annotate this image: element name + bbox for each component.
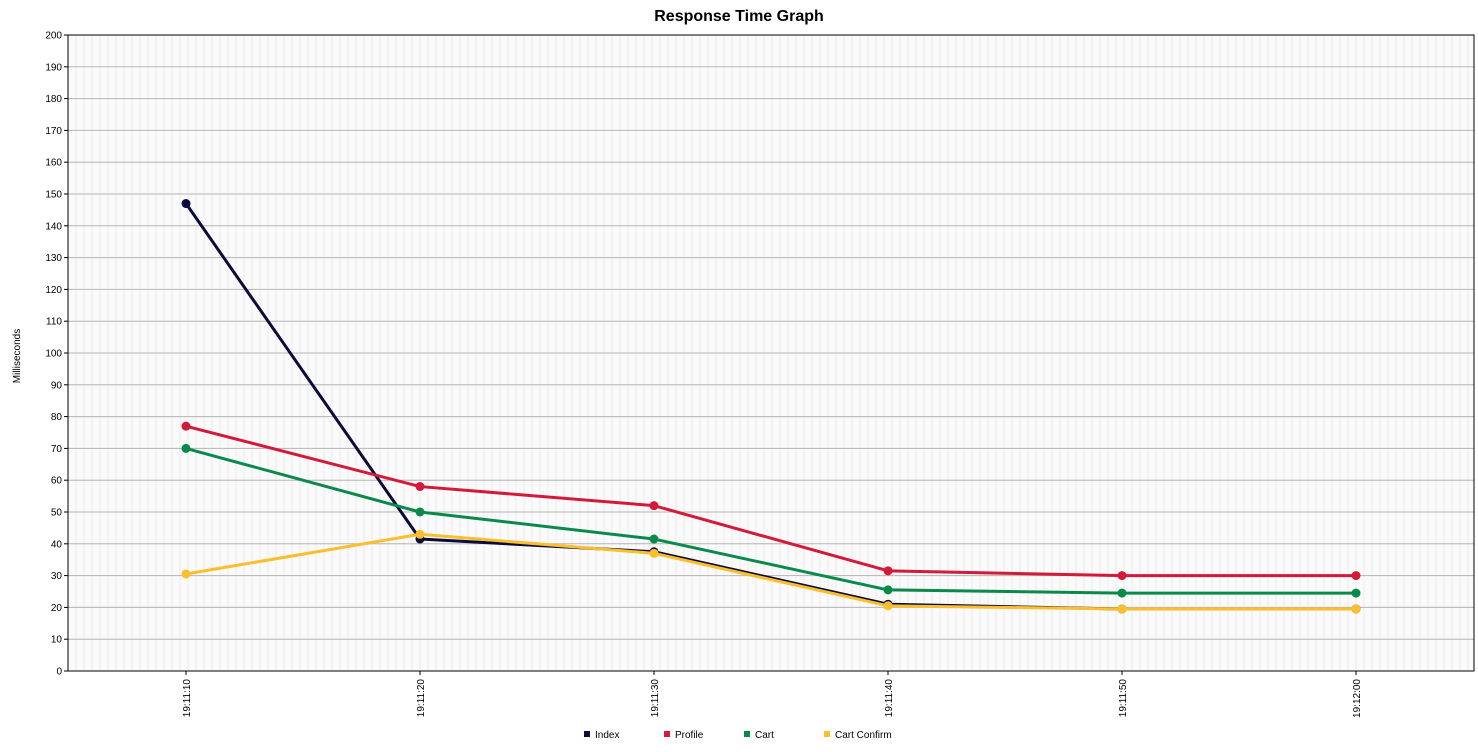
y-tick-label: 100 [45, 349, 62, 360]
legend-label: Index [595, 730, 619, 741]
legend-label: Cart [755, 730, 774, 741]
y-tick-label: 110 [46, 317, 62, 328]
y-tick-label: 90 [51, 380, 63, 391]
data-point [181, 421, 191, 431]
y-tick-label: 200 [45, 31, 62, 42]
legend-swatch [584, 731, 590, 737]
chart-title: Response Time Graph [654, 8, 824, 25]
data-point [883, 566, 893, 576]
series-line [185, 424, 1356, 578]
y-tick-label: 60 [51, 476, 63, 487]
series-cart-confirm [181, 529, 1361, 614]
y-tick-label: 50 [51, 508, 63, 519]
y-axis-label: Milliseconds [12, 329, 23, 383]
y-tick-label: 10 [51, 635, 63, 646]
series-lines [181, 199, 1361, 614]
data-point [649, 534, 659, 544]
y-tick-label: 70 [51, 444, 63, 455]
y-tick-label: 160 [45, 158, 62, 169]
data-point [181, 443, 191, 453]
legend-swatch [664, 731, 670, 737]
y-tick-label: 150 [45, 190, 62, 201]
series-line [185, 532, 1356, 611]
y-axis-ticks: 0 10 20 30 40 50 60 70 80 90 100 110 120 130 140 150 160… [45, 31, 68, 678]
data-point [415, 482, 425, 492]
y-tick-label: 140 [45, 221, 62, 232]
y-tick-label: 0 [56, 667, 62, 678]
legend-swatch [744, 731, 750, 737]
legend-label: Cart Confirm [835, 730, 892, 741]
x-tick-label: 19:11:10 [182, 679, 193, 718]
x-tick-label: 19:11:50 [1118, 679, 1129, 718]
y-tick-label: 40 [51, 539, 63, 550]
plot-border [67, 34, 1475, 672]
series-line [185, 446, 1356, 595]
data-point [1351, 588, 1361, 598]
data-point [883, 601, 893, 611]
data-point [1117, 588, 1127, 598]
data-point [883, 585, 893, 595]
data-point [1351, 604, 1361, 614]
data-point [649, 548, 659, 558]
y-tick-label: 80 [51, 412, 63, 423]
x-tick-label: 19:11:30 [650, 679, 661, 718]
y-tick-label: 120 [45, 285, 62, 296]
y-tick-label: 170 [45, 126, 62, 137]
data-point [649, 501, 659, 511]
legend-swatch [824, 731, 830, 737]
data-point [1117, 571, 1127, 581]
y-tick-label: 190 [45, 62, 62, 73]
y-tick-label: 20 [51, 603, 63, 614]
data-point [181, 199, 191, 209]
series-cart [181, 443, 1361, 598]
series-profile [181, 421, 1361, 581]
legend-label: Profile [675, 730, 704, 741]
data-point [1117, 604, 1127, 614]
data-point [1351, 571, 1361, 581]
x-tick-label: 19:11:20 [416, 679, 427, 718]
grid-lines [68, 34, 1474, 672]
y-tick-label: 180 [45, 94, 62, 105]
data-point [415, 529, 425, 539]
data-point [415, 507, 425, 517]
x-tick-label: 19:12:00 [1352, 679, 1363, 718]
data-point [181, 569, 191, 579]
y-tick-label: 30 [51, 571, 63, 582]
x-tick-label: 19:11:40 [884, 679, 895, 718]
y-tick-label: 130 [45, 253, 62, 264]
x-axis-ticks: 19:11:10 19:11:20 19:11:30 19:11:40 19:11:50… [182, 671, 1363, 718]
legend: Index Profile Cart Cart Confirm [584, 730, 892, 741]
